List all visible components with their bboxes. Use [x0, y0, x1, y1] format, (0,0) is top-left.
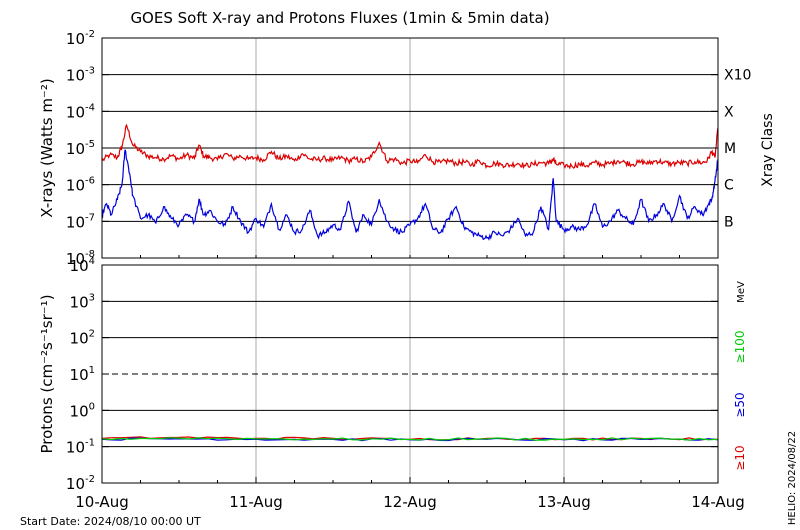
xray-y-tick-label: 10-7 [66, 212, 95, 231]
xray-y-tick-label: 10-6 [66, 176, 95, 195]
xray-y-tick-base: 10 [66, 67, 85, 85]
protons-y-tick-exponent: 2 [89, 329, 95, 340]
xray-series-group [101, 123, 719, 241]
protons-y-tick-exponent: 4 [89, 256, 95, 267]
xray-class-label: C [724, 178, 734, 194]
protons-y-tick-exponent: 0 [89, 401, 95, 412]
protons-legend-entry: ≥10 [733, 445, 747, 470]
xray-gridlines [102, 38, 718, 258]
xray-y-tick-base: 10 [66, 177, 85, 195]
xray-class-axis-label: Xray Class [760, 113, 776, 187]
xray-y-tick-base: 10 [66, 140, 85, 158]
protons-y-tick-label: 104 [70, 256, 95, 275]
protons-y-tick-exponent: 3 [89, 292, 95, 303]
protons-y-tick-exponent: 1 [89, 365, 95, 376]
xray-y-tick-label: 10-2 [66, 29, 95, 48]
x-tick-label: 14-Aug [691, 493, 744, 511]
credit-label: HELIO: 2024/08/22 [787, 431, 798, 525]
x-tick-label: 13-Aug [537, 493, 590, 511]
xray-y-tick-base: 10 [66, 250, 85, 268]
x-tick-label: 10-Aug [75, 493, 128, 511]
xray-class-label: M [724, 141, 736, 157]
xray-series-line [101, 149, 719, 241]
protons-y-tick-base: 10 [66, 439, 85, 457]
xray-y-tick-exponent: -3 [85, 66, 95, 77]
x-tick-label: 11-Aug [229, 493, 282, 511]
protons-legend-unit: MeV [736, 281, 747, 303]
protons-y-tick-base: 10 [70, 366, 89, 384]
protons-y-tick-label: 100 [70, 401, 95, 420]
xray-class-label: B [724, 214, 734, 230]
protons-y-tick-base: 10 [70, 402, 89, 420]
xray-y-tick-base: 10 [66, 103, 85, 121]
xray-y-tick-exponent: -6 [85, 176, 95, 187]
xray-class-label: X [724, 104, 734, 120]
xray-y-tick-exponent: -4 [85, 102, 95, 113]
xray-y-tick-labels: 10-810-710-610-510-410-310-2 [66, 29, 718, 268]
xray-series-line [101, 123, 719, 170]
protons-y-tick-base: 10 [66, 475, 85, 493]
protons-y-tick-exponent: -2 [85, 474, 95, 485]
xray-y-tick-exponent: -5 [85, 139, 95, 150]
xray-y-tick-label: 10-4 [66, 102, 95, 121]
start-date-label: Start Date: 2024/08/10 00:00 UT [20, 515, 201, 528]
x-tick-label: 12-Aug [383, 493, 436, 511]
protons-series-group [101, 436, 719, 442]
protons-y-tick-base: 10 [70, 330, 89, 348]
protons-y-tick-label: 10-2 [66, 474, 95, 493]
protons-y-tick-label: 102 [70, 329, 95, 348]
xray-y-tick-label: 10-8 [66, 249, 95, 268]
protons-y-tick-base: 10 [70, 293, 89, 311]
xray-y-tick-label: 10-5 [66, 139, 95, 158]
xray-y-tick-exponent: -8 [85, 249, 95, 260]
xray-class-label: X10 [724, 68, 751, 84]
xray-y-tick-label: 10-3 [66, 66, 95, 85]
protons-y-tick-base: 10 [70, 257, 89, 275]
xray-y-tick-exponent: -7 [85, 212, 95, 223]
protons-y-axis-label: Protons (cm⁻²s⁻¹sr⁻¹) [38, 294, 56, 453]
xray-y-tick-base: 10 [66, 30, 85, 48]
chart-title: GOES Soft X-ray and Protons Fluxes (1min… [130, 9, 549, 27]
protons-y-tick-label: 10-1 [66, 438, 95, 457]
xray-y-tick-base: 10 [66, 213, 85, 231]
protons-y-tick-exponent: -1 [85, 438, 95, 449]
protons-gridlines [102, 265, 718, 483]
protons-series-line [101, 437, 719, 441]
x-tick-labels: 10-Aug 11-Aug 12-Aug 13-Aug 14-Aug [75, 255, 745, 511]
protons-y-tick-label: 101 [70, 365, 95, 384]
xray-y-tick-exponent: -2 [85, 29, 95, 40]
xray-class-labels: B C M X X10 [724, 68, 751, 231]
protons-legend: MeV ≥100 ≥50 ≥10 [733, 281, 747, 471]
protons-legend-entry: ≥50 [733, 392, 747, 417]
protons-y-tick-label: 103 [70, 292, 95, 311]
xray-y-axis-label: X-rays (Watts m⁻²) [38, 78, 56, 217]
protons-legend-entry: ≥100 [733, 331, 747, 364]
